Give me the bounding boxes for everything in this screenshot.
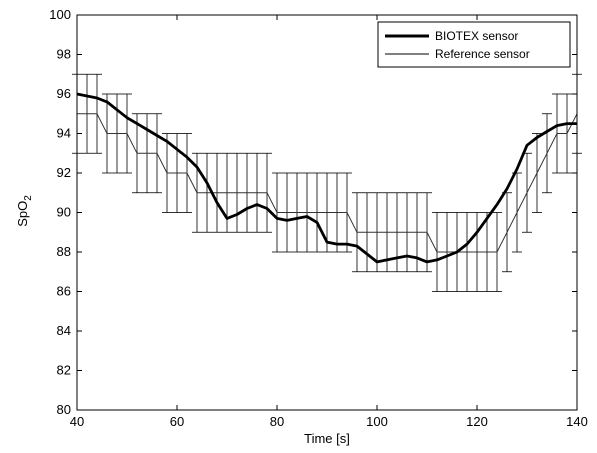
legend-label-biotex: BIOTEX sensor (435, 29, 518, 43)
y-tick-label-96: 96 (57, 86, 71, 101)
y-tick-label-90: 90 (57, 205, 71, 220)
y-tick-label-100: 100 (49, 7, 71, 22)
series-line-biotex-sensor (76, 92, 577, 264)
x-tick-label-40: 40 (70, 414, 84, 429)
axes (76, 14, 578, 411)
y-tick-label-82: 82 (57, 363, 71, 378)
y-tick-label-88: 88 (57, 244, 71, 259)
y-axis-label: SpO2 (15, 195, 34, 227)
series-line-reference-sensor (77, 113, 578, 253)
x-axis-label: Time [s] (304, 431, 350, 446)
legend-label-reference: Reference sensor (435, 47, 530, 61)
x-tick-label-120: 120 (466, 414, 488, 429)
y-axis-label-subscript: 2 (23, 195, 34, 201)
y-axis-label-text: SpO2 (15, 195, 34, 227)
y-tick-label-84: 84 (57, 323, 71, 338)
y-tick-label-80: 80 (57, 402, 71, 417)
x-tick-label-80: 80 (270, 414, 284, 429)
legend: BIOTEX sensor Reference sensor (377, 21, 571, 68)
y-tick-label-98: 98 (57, 47, 71, 62)
y-tick-label-86: 86 (57, 284, 71, 299)
x-tick-label-100: 100 (366, 414, 388, 429)
y-tick-label-94: 94 (57, 126, 71, 141)
y-axis-label-main: SpO (15, 201, 30, 227)
x-tick-label-60: 60 (170, 414, 184, 429)
tick-labels: 40 60 80 100 120 140 80 82 84 86 88 90 92 94 96 98 100 (49, 7, 588, 429)
series-lines (76, 92, 578, 264)
y-tick-label-92: 92 (57, 165, 71, 180)
x-tick-label-140: 140 (566, 414, 588, 429)
legend-box (377, 21, 571, 68)
